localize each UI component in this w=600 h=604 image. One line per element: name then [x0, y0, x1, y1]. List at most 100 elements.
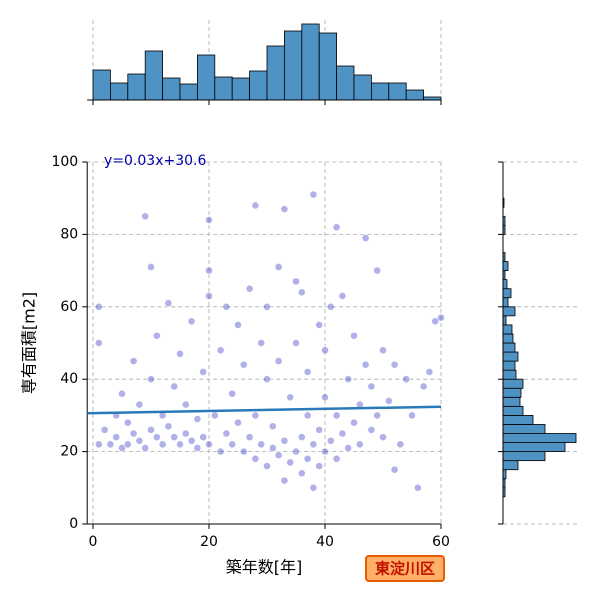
fit-line	[87, 405, 442, 415]
histogram-bar	[502, 369, 517, 380]
scatter-point	[176, 349, 184, 358]
scatter-point	[280, 436, 289, 445]
scatter-point	[338, 429, 347, 438]
scatter-point	[402, 375, 411, 384]
histogram-bar	[502, 306, 516, 317]
y-axis-label: 専有面積[m2]	[20, 292, 39, 394]
scatter-point	[413, 483, 422, 492]
scatter-point	[303, 368, 312, 376]
scatter-point	[286, 393, 295, 402]
scatter-point	[176, 440, 184, 449]
histogram-bar	[502, 261, 509, 271]
scatter-point	[419, 382, 428, 391]
scatter-point	[118, 444, 126, 452]
scatter-point	[321, 346, 329, 355]
scatter-point	[152, 433, 161, 442]
histogram-bar	[214, 76, 233, 101]
scatter-point	[147, 263, 155, 271]
histogram-bar	[110, 82, 129, 101]
histogram-bar	[318, 32, 338, 101]
scatter-point	[112, 433, 121, 442]
histogram-bar	[301, 23, 320, 101]
scatter-point	[367, 425, 376, 434]
scatter-point	[338, 292, 347, 300]
scatter-point	[158, 440, 167, 449]
scatter-point	[210, 411, 219, 420]
scatter-point	[216, 447, 225, 456]
scatter-point	[344, 444, 353, 452]
scatter-point	[228, 440, 237, 449]
scatter-point	[268, 444, 277, 452]
scatter-point	[129, 357, 138, 365]
scatter-point	[303, 454, 312, 463]
scatter-point	[263, 375, 271, 384]
histogram-bar	[283, 30, 303, 101]
scatter-point	[292, 339, 300, 347]
scatter-point	[94, 339, 103, 347]
histogram-bar	[502, 387, 522, 398]
scatter-point	[239, 360, 248, 369]
y-tick-label: 100	[51, 154, 78, 170]
scatter-point	[257, 339, 266, 347]
histogram-bar	[388, 82, 407, 101]
scatter-point	[129, 429, 138, 438]
scatter-point	[425, 368, 434, 376]
scatter-point	[239, 447, 248, 456]
y-tick-label: 20	[60, 444, 78, 460]
scatter-point	[268, 422, 277, 431]
scatter-point	[251, 454, 260, 463]
scatter-point	[297, 433, 306, 442]
scatter-point	[332, 411, 341, 420]
scatter-point	[193, 415, 202, 423]
scatter-point	[309, 483, 318, 492]
scatter-point	[123, 440, 132, 449]
scatter-point	[135, 400, 144, 409]
scatter-point	[332, 223, 341, 232]
scatter-point	[222, 429, 231, 438]
scatter-point	[106, 440, 115, 449]
histogram-bar	[162, 77, 181, 101]
scatter-point	[350, 331, 358, 340]
x-axis-label: 築年数[年]	[226, 558, 303, 577]
scatter-point	[373, 411, 382, 420]
scatter-point	[332, 454, 341, 463]
scatter-point	[164, 299, 173, 308]
scatter-point	[170, 382, 179, 391]
scatter-point	[164, 422, 173, 431]
x-tick-label: 0	[89, 534, 98, 550]
histogram-bar	[502, 433, 577, 443]
scatter-point	[135, 436, 144, 445]
scatter-point	[152, 331, 161, 340]
x-tick-label: 60	[432, 534, 450, 550]
scatter-point	[367, 382, 376, 391]
scatter-point	[263, 462, 271, 470]
scatter-point	[100, 425, 109, 434]
scatter-point	[384, 397, 393, 405]
histogram-bar	[127, 73, 146, 101]
scatter-point	[147, 375, 155, 384]
scatter-point	[379, 433, 387, 442]
scatter-point	[118, 389, 126, 398]
histogram-bar	[405, 89, 425, 101]
histogram-bar	[502, 360, 516, 371]
scatter-point	[187, 436, 196, 445]
histogram-bar	[353, 74, 372, 101]
scatter-point	[205, 440, 213, 449]
scatter-point	[170, 433, 179, 442]
scatter-point	[147, 425, 155, 434]
scatter-point	[94, 440, 103, 449]
scatter-point	[321, 447, 329, 456]
annotation: y=0.03x+30.6	[104, 153, 206, 169]
scatter-point	[251, 411, 260, 420]
y-tick-label: 0	[69, 516, 78, 532]
histogram-bar	[502, 279, 508, 290]
histogram-bar	[249, 70, 268, 101]
histogram-bar	[336, 65, 355, 101]
scatter-point	[181, 400, 190, 409]
scatter-point	[94, 302, 103, 311]
scatter-point	[431, 317, 440, 326]
scatter-point	[274, 357, 283, 365]
badge-box	[365, 555, 445, 582]
scatter-point	[280, 476, 289, 485]
histogram-bar	[502, 342, 516, 353]
